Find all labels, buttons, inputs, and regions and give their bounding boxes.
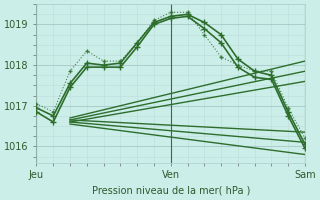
X-axis label: Pression niveau de la mer( hPa ): Pression niveau de la mer( hPa ) [92,186,250,196]
